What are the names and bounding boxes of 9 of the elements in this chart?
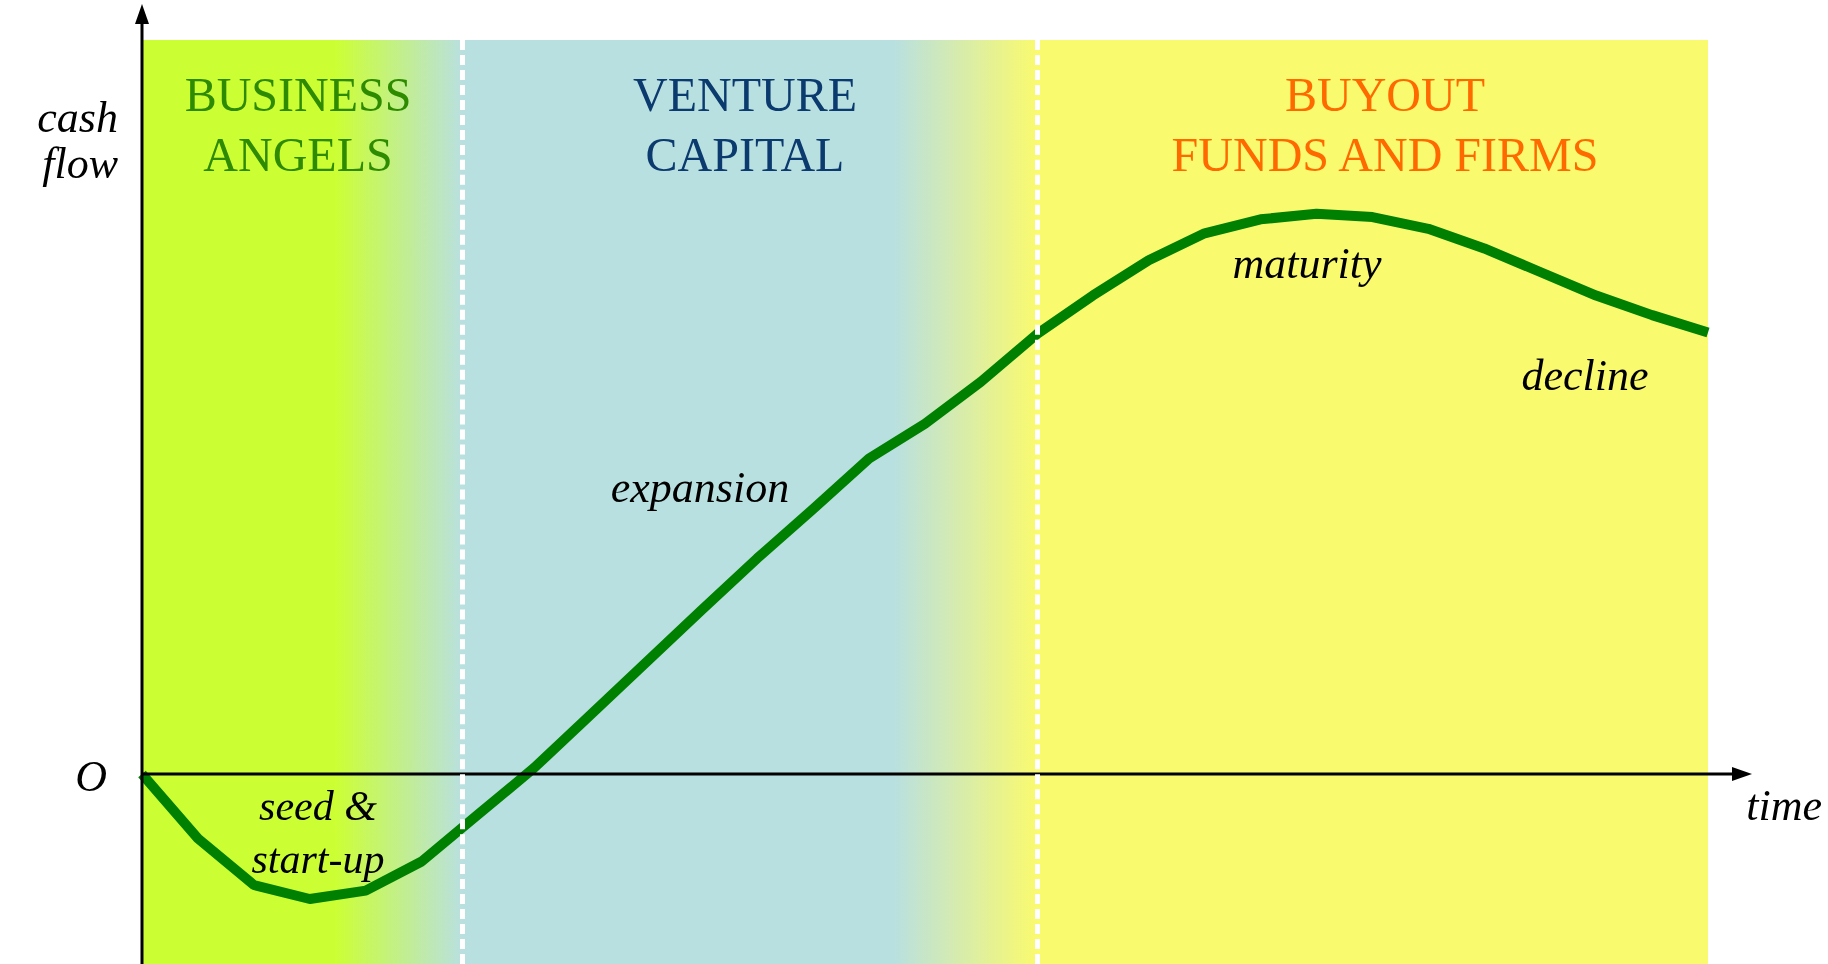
text: VENTURE CAPITAL	[633, 67, 857, 183]
annotation: decline	[1521, 349, 1649, 402]
annotation: seed & start-up	[251, 781, 385, 884]
y-axis-title: cash flow	[37, 92, 119, 188]
annotation: expansion	[610, 461, 790, 514]
text: BUYOUT FUNDS AND FIRMS	[1171, 67, 1599, 183]
text: O	[75, 750, 107, 803]
annotation: maturity	[1232, 237, 1382, 290]
x-axis-title: time	[1746, 780, 1822, 830]
